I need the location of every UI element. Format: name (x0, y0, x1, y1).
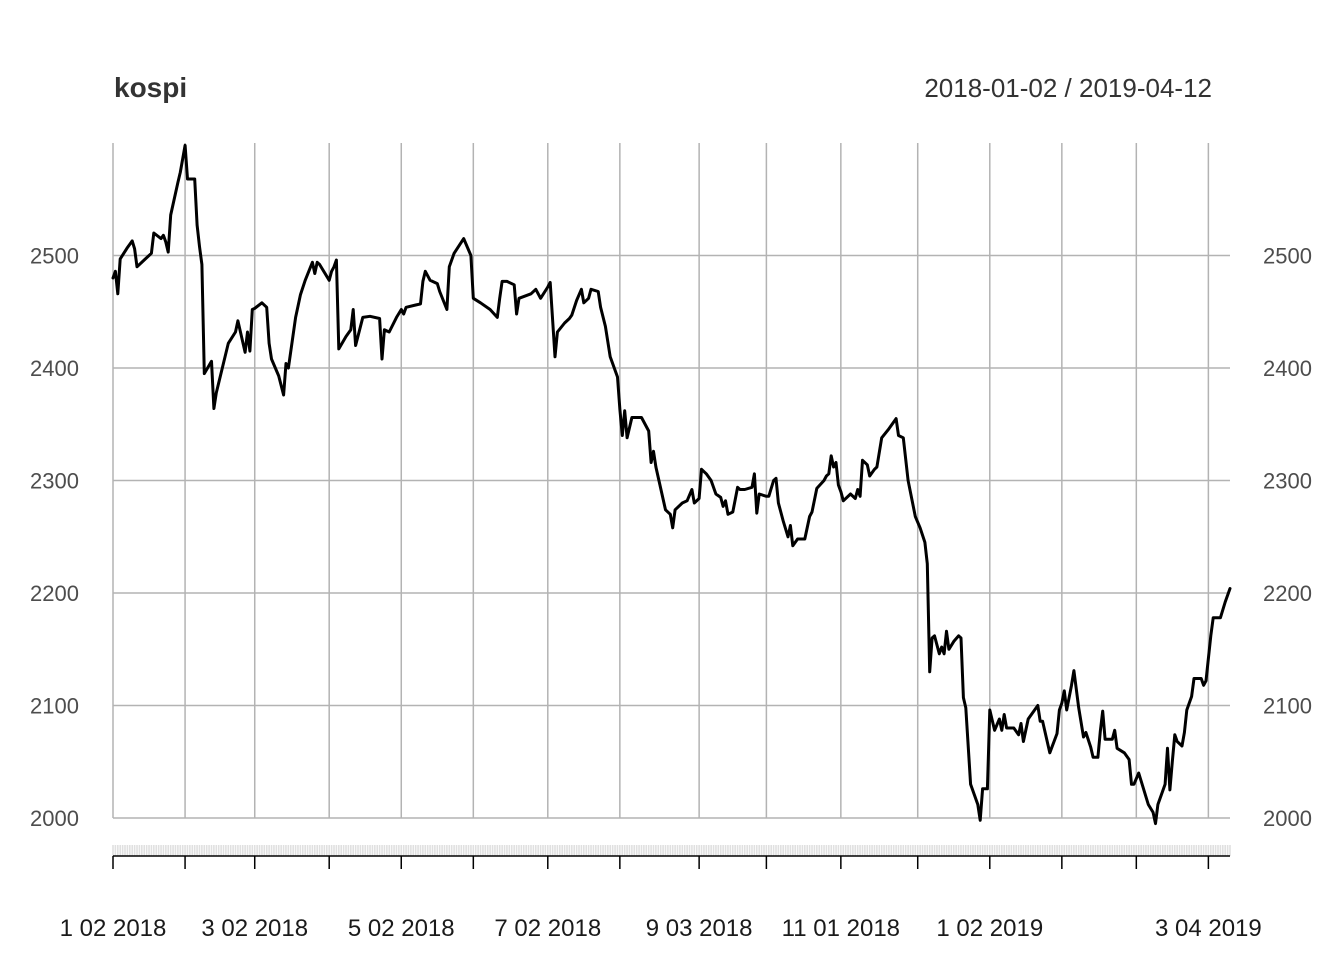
y-tick-label-left: 2000 (30, 806, 79, 831)
y-tick-label-right: 2200 (1263, 581, 1312, 606)
y-tick-label-right: 2300 (1263, 469, 1312, 494)
x-tick-label: 1 02 2018 (60, 915, 167, 942)
y-tick-label-left: 2500 (30, 244, 79, 269)
y-tick-label-left: 2100 (30, 694, 79, 719)
y-tick-label-right: 2400 (1263, 356, 1312, 381)
y-tick-label-right: 2500 (1263, 244, 1312, 269)
y-tick-label-right: 2000 (1263, 806, 1312, 831)
x-tick-label: 5 02 2018 (348, 915, 455, 942)
x-tick-label: 1 02 2019 (936, 915, 1043, 942)
date-range-label: 2018-01-02 / 2019-04-12 (924, 73, 1212, 103)
x-tick-label: 7 02 2018 (494, 915, 601, 942)
y-tick-label-left: 2400 (30, 356, 79, 381)
y-tick-label-right: 2100 (1263, 694, 1312, 719)
x-tick-label: 3 04 2019 (1155, 915, 1262, 942)
y-tick-label-left: 2200 (30, 581, 79, 606)
x-tick-label: 9 03 2018 (646, 915, 753, 942)
x-tick-label: 11 01 2018 (782, 915, 900, 942)
chart-title: kospi (114, 72, 187, 103)
y-tick-label-left: 2300 (30, 469, 79, 494)
x-tick-label: 3 02 2018 (201, 915, 308, 942)
